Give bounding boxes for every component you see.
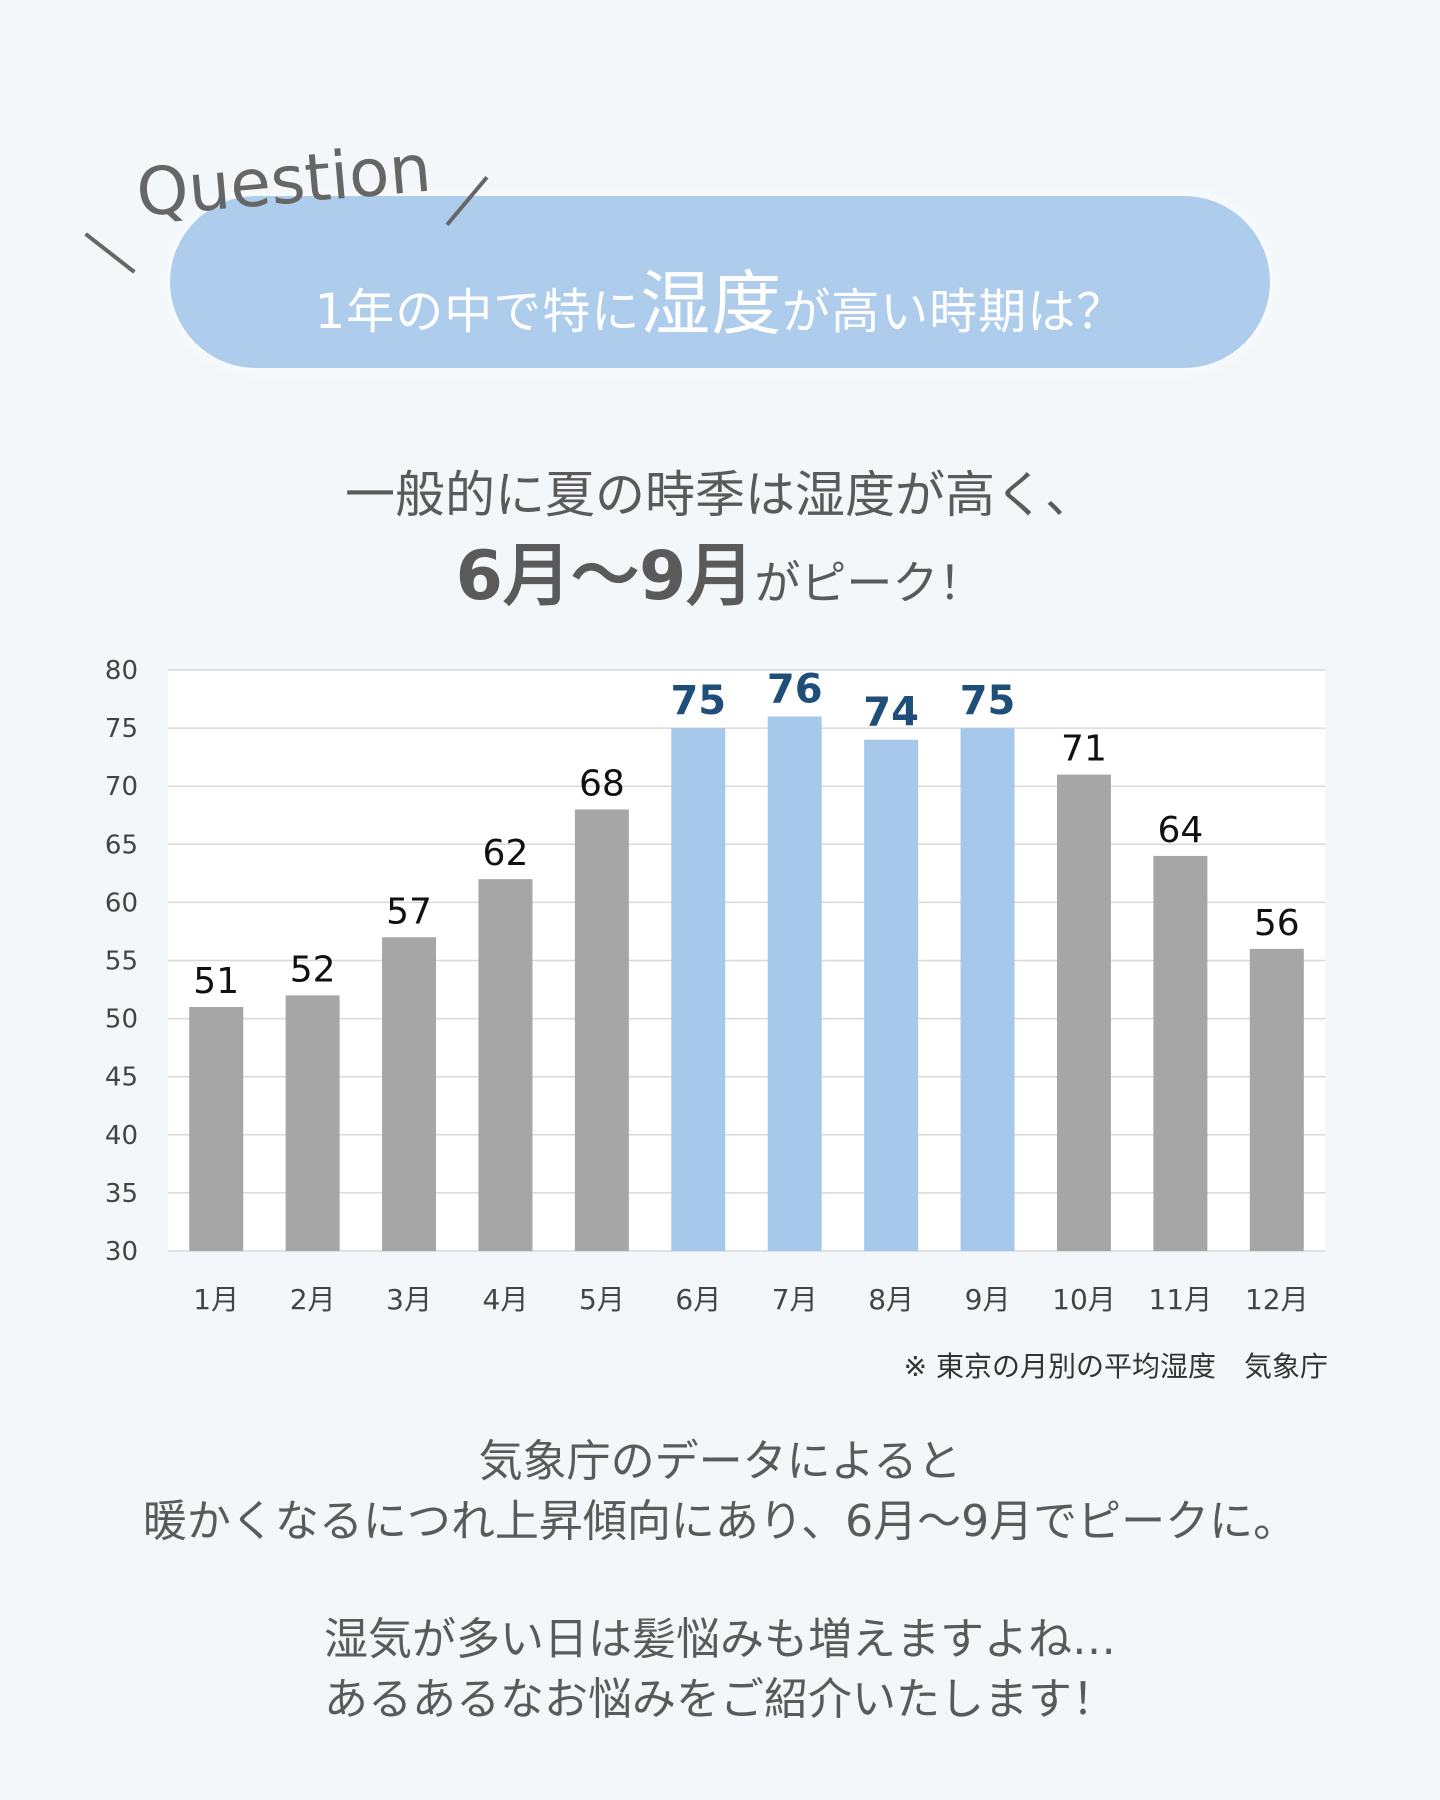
data-label: 75 [960,678,1016,724]
bar [189,1006,244,1251]
bar [1153,855,1208,1251]
data-label: 75 [670,678,726,724]
x-tick-label: 7月 [772,1283,818,1316]
bar [1249,948,1304,1251]
data-label: 68 [579,763,625,804]
y-tick-label: 30 [105,1237,138,1267]
data-label: 57 [386,891,432,932]
bar [767,716,822,1251]
y-tick-label: 35 [105,1179,138,1209]
data-label: 56 [1254,903,1300,944]
humidity-bar-chart: 30 35 40 45 50 55 60 65 70 75 80 51 1月 52 2月 57 3月 62 4月 68… [105,656,1325,1316]
data-label: 64 [1157,810,1203,851]
x-tick-label: 9月 [965,1283,1011,1316]
question-suffix: が高い時期は？ [782,284,1126,340]
bar [671,728,726,1251]
y-tick-label: 50 [105,1005,138,1035]
y-tick-label: 55 [105,947,138,977]
bar [1056,774,1111,1251]
data-label: 51 [193,961,239,1002]
source-note: ※ 東京の月別の平均湿度 気象庁 [903,1350,1328,1383]
x-tick-label: 2月 [290,1283,336,1316]
bar [864,739,919,1251]
y-tick-label: 70 [105,772,138,802]
bar [382,937,437,1251]
y-tick-label: 75 [105,714,138,744]
bar [285,995,340,1251]
subtitle-emphasis: 6月〜9月 [455,537,755,616]
question-prefix: 1年の中で特に [314,284,641,340]
y-tick-label: 45 [105,1063,138,1093]
body-line2: 暖かくなるにつれ上昇傾向にあり、6月〜9月でピークに。 [142,1496,1298,1547]
subtitle-suffix: がピーク！ [754,556,985,610]
bar [574,809,629,1251]
data-label: 52 [290,949,336,990]
bar [960,728,1015,1251]
y-tick-label: 80 [105,656,138,686]
x-tick-label: 6月 [675,1283,721,1316]
body-line1: 気象庁のデータによると [478,1436,962,1487]
body-line3: 湿気が多い日は髪悩みも増えますよね… [324,1614,1116,1665]
question-emphasis: 湿度 [640,263,783,345]
x-tick-label: 12月 [1245,1283,1309,1316]
x-tick-label: 11月 [1149,1283,1213,1316]
x-tick-label: 10月 [1052,1283,1116,1316]
y-tick-label: 60 [105,888,138,918]
x-tick-label: 3月 [386,1283,432,1316]
question-pill: 1年の中で特に湿度が高い時期は？ [170,196,1270,368]
bar [478,879,533,1251]
x-tick-label: 1月 [193,1283,239,1316]
tag-slash-left [84,232,136,274]
y-tick-label: 40 [105,1121,138,1151]
data-label: 76 [767,666,823,712]
body-line4: あるあるなお悩みをご紹介いたします！ [324,1674,1116,1725]
data-label: 71 [1061,729,1107,770]
data-label: 62 [483,833,529,874]
y-tick-label: 65 [105,830,138,860]
x-tick-label: 4月 [483,1283,529,1316]
question-text: 1年の中で特に湿度が高い時期は？ [170,248,1270,349]
subtitle-line2: 6月〜9月がピーク！ [0,520,1440,619]
data-label: 74 [863,690,919,736]
subtitle-line1: 一般的に夏の時季は湿度が高く、 [345,466,1095,524]
x-tick-label: 8月 [868,1283,914,1316]
x-tick-label: 5月 [579,1283,625,1316]
